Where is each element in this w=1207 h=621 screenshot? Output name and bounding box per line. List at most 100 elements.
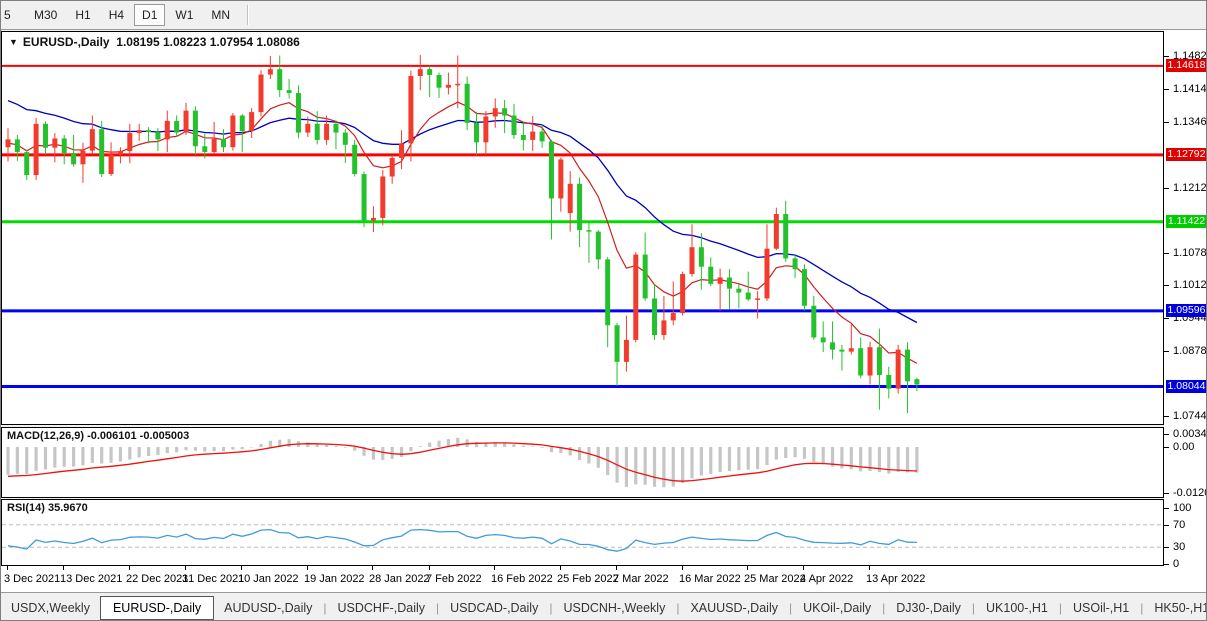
date-axis-label: 25 Feb 2022 <box>557 573 619 585</box>
axis-tick <box>1164 318 1169 319</box>
price-axis-label: 1.10120 <box>1173 279 1207 291</box>
date-axis: 3 Dec 2021 13 Dec 2021 22 Dec 2021 31 Dec 2… <box>1 566 1206 592</box>
price-badge: 1.12792 <box>1166 148 1206 161</box>
chart-tab-UK100-H1[interactable]: UK100-,H1 <box>986 600 1048 615</box>
price-axis-label: 1.14140 <box>1173 83 1207 95</box>
macd-label: MACD(12,26,9) -0.006101 -0.005003 <box>7 430 190 442</box>
chart-symbol-label: EURUSD-,Daily <box>22 35 110 49</box>
chart-tab-UKOil-Daily[interactable]: UKOil-,Daily <box>803 600 872 615</box>
timeframe-button-M30[interactable]: M30 <box>34 8 58 22</box>
tab-separator: | <box>323 600 327 615</box>
chart-tab-AUDUSD-Daily[interactable]: AUDUSD-,Daily <box>224 600 313 615</box>
main-chart-canvas[interactable] <box>2 32 1163 424</box>
rsi-axis-label: 30 <box>1173 541 1186 553</box>
chart-tab-USDCNH-Weekly[interactable]: USDCNH-,Weekly <box>563 600 666 615</box>
chart-tab-EURUSD-Daily[interactable]: EURUSD-,Daily <box>99 595 215 620</box>
axis-tick <box>1164 447 1169 448</box>
ma-slow-line <box>7 99 918 324</box>
axis-tick <box>1164 253 1169 254</box>
price-badge: 1.14618 <box>1166 59 1206 72</box>
tab-separator: | <box>549 600 553 615</box>
axis-tick <box>1164 493 1169 494</box>
chart-tab-HK50-H1[interactable]: HK50-,H1 <box>1154 600 1207 615</box>
axis-tick <box>1164 416 1169 417</box>
toolbar-separator <box>247 5 250 25</box>
macd-histogram <box>6 437 919 488</box>
axis-tick <box>1164 285 1169 286</box>
axis-tick <box>1164 188 1169 189</box>
timeframe-button-D1[interactable]: D1 <box>134 4 166 26</box>
rsi-axis-label: 70 <box>1173 519 1186 531</box>
macd-signal-line <box>7 442 917 482</box>
axis-tick <box>1164 351 1169 352</box>
tab-separator: | <box>1058 600 1062 615</box>
macd-axis-label: 0.003408 <box>1173 428 1207 440</box>
axis-tick <box>1164 434 1169 435</box>
axis-tick <box>1164 564 1169 565</box>
symbol-dropdown-icon[interactable]: ▼ <box>9 37 18 47</box>
date-axis-label: 16 Feb 2022 <box>491 573 553 585</box>
date-tick <box>241 566 242 570</box>
chart-tab-USDCAD-Daily[interactable]: USDCAD-,Daily <box>450 600 539 615</box>
rsi-axis-label: 100 <box>1173 502 1192 514</box>
macd-canvas[interactable] <box>2 428 1163 497</box>
date-axis-label: 10 Jan 2022 <box>238 573 299 585</box>
date-tick <box>494 566 495 570</box>
chart-title: ▼ EURUSD-,Daily 1.08195 1.08223 1.07954 1… <box>9 35 300 49</box>
chart-tab-XAUUSD-Daily[interactable]: XAUUSD-,Daily <box>690 600 778 615</box>
price-axis-label: 1.08780 <box>1173 345 1207 357</box>
date-axis-label: 22 Dec 2021 <box>126 573 189 585</box>
chart-tab-USDX-Weekly[interactable]: USDX,Weekly <box>11 600 90 615</box>
macd-axis-label: 0.00 <box>1173 441 1195 453</box>
axis-tick <box>1164 525 1169 526</box>
macd-axis-label: -0.012058 <box>1173 487 1206 499</box>
price-axis-label: 1.12120 <box>1173 182 1207 194</box>
axis-tick <box>1164 547 1169 548</box>
rsi-label: RSI(14) 35.9670 <box>7 502 88 514</box>
date-tick <box>869 566 870 570</box>
axis-tick <box>1164 89 1169 90</box>
date-tick <box>747 566 748 570</box>
tab-separator: | <box>676 600 680 615</box>
date-axis-label: 28 Jan 2022 <box>369 573 430 585</box>
date-tick <box>372 566 373 570</box>
price-axis-label: 1.07440 <box>1173 410 1207 422</box>
axis-tick <box>1164 508 1169 509</box>
macd-indicator-panel: MACD(12,26,9) -0.006101 -0.005003 <box>1 427 1164 498</box>
timeframe-button-W1[interactable]: W1 <box>175 8 194 22</box>
tab-separator: | <box>436 600 440 615</box>
price-badge: 1.11422 <box>1166 215 1206 228</box>
rsi-axis-label: 0 <box>1173 558 1180 570</box>
chart-tab-DJ30-Daily[interactable]: DJ30-,Daily <box>896 600 961 615</box>
rsi-line <box>7 528 917 552</box>
date-tick <box>803 566 804 570</box>
timeframe-button-H1[interactable]: H1 <box>75 8 91 22</box>
date-tick <box>129 566 130 570</box>
date-axis-label: 19 Jan 2022 <box>304 573 365 585</box>
date-axis-label: 4 Apr 2022 <box>800 573 854 585</box>
timeframe-button-MN[interactable]: MN <box>211 8 231 22</box>
tab-separator: | <box>1140 600 1144 615</box>
date-axis-label: 7 Mar 2022 <box>613 573 669 585</box>
rsi-levels <box>2 524 1163 548</box>
ma-fast-line <box>7 101 918 364</box>
date-tick <box>307 566 308 570</box>
date-axis-label: 16 Mar 2022 <box>679 573 741 585</box>
rsi-indicator-panel: RSI(14) 35.9670 <box>1 499 1164 566</box>
rsi-canvas[interactable] <box>2 500 1163 565</box>
timeframe-button-5[interactable]: 5 <box>4 8 11 22</box>
chart-tab-USOil-H1[interactable]: USOil-,H1 <box>1072 600 1130 615</box>
timeframe-button-H4[interactable]: H4 <box>108 8 125 22</box>
price-badge: 1.09596 <box>1166 304 1206 317</box>
candles-layer <box>5 55 920 414</box>
chart-tab-USDCHF-Daily[interactable]: USDCHF-,Daily <box>337 600 426 615</box>
price-axis-label: 1.13460 <box>1173 116 1207 128</box>
date-tick <box>63 566 64 570</box>
price-axis-label: 1.10780 <box>1173 247 1207 259</box>
date-axis-label: 7 Feb 2022 <box>426 573 482 585</box>
tab-separator: | <box>971 600 976 615</box>
tab-separator: | <box>788 600 793 615</box>
axis-tick <box>1164 122 1169 123</box>
price-axis: 1.148201.141401.134601.121201.107801.101… <box>1164 30 1207 570</box>
